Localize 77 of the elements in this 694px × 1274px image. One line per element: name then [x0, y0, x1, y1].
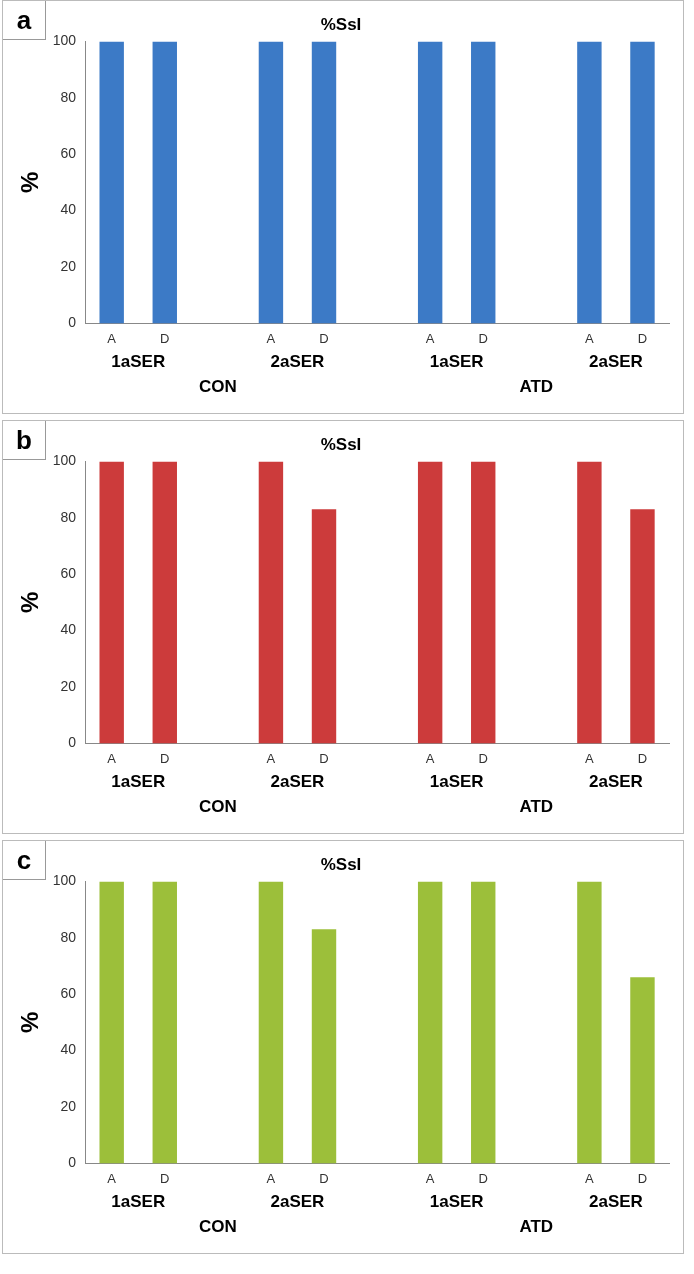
y-tick-label: 80	[60, 88, 77, 105]
y-tick-label: 60	[60, 985, 77, 1002]
y-axis-title: %	[16, 1011, 44, 1034]
x-tick-label: A	[585, 330, 595, 346]
y-tick-label: 40	[60, 1041, 77, 1058]
y-tick-label: 0	[68, 1154, 77, 1171]
text: ATD	[519, 796, 554, 816]
x-tick-label: D	[319, 330, 329, 346]
chart-title: %SsI	[320, 434, 362, 454]
y-tick-label: 0	[68, 314, 77, 331]
x-tick-label: A	[425, 1170, 435, 1186]
text: 2aSER	[588, 771, 643, 791]
bar	[152, 881, 177, 1164]
bar	[99, 881, 124, 1164]
y-tick-label: 60	[60, 145, 77, 162]
text: 2aSER	[270, 351, 325, 371]
text: a	[3, 1, 46, 40]
x-tick-label: D	[478, 1170, 488, 1186]
y-axis-title: %	[16, 171, 44, 194]
x-tick-label: A	[107, 1170, 117, 1186]
x-tick-label: D	[637, 1170, 648, 1186]
x-tick-label: A	[266, 330, 276, 346]
text: 1aSER	[111, 771, 166, 791]
x-tick-label: A	[107, 750, 117, 766]
text: ATD	[519, 1216, 554, 1236]
text: CON	[198, 796, 237, 816]
y-tick-label: 20	[60, 257, 77, 274]
x-tick-label: D	[319, 1170, 329, 1186]
text: b	[3, 421, 46, 460]
x-tick-label: A	[585, 1170, 595, 1186]
y-tick-label: 100	[52, 32, 77, 49]
bar	[311, 929, 337, 1164]
y-tick-label: 0	[68, 734, 77, 751]
x-tick-label: D	[160, 750, 170, 766]
text: ATD	[519, 376, 554, 396]
y-tick-label: 80	[60, 928, 77, 945]
y-axis-title: %	[16, 591, 44, 614]
x-tick-label: D	[160, 1170, 170, 1186]
x-tick-label: A	[585, 750, 595, 766]
y-tick-label: 100	[52, 872, 77, 889]
text: 2aSER	[270, 1191, 325, 1211]
y-tick-label: 60	[60, 565, 77, 582]
text: c	[3, 841, 46, 880]
y-tick-label: 40	[60, 201, 77, 218]
x-tick-label: D	[478, 330, 488, 346]
bar	[630, 977, 655, 1164]
y-tick-label: 20	[60, 1097, 77, 1114]
text: 2aSER	[588, 1191, 643, 1211]
text: 1aSER	[111, 351, 166, 371]
text: CON	[198, 1216, 237, 1236]
y-tick-label: 20	[60, 677, 77, 694]
x-tick-label: A	[107, 330, 117, 346]
text: 1aSER	[111, 1191, 166, 1211]
text: 1aSER	[429, 1191, 484, 1211]
x-tick-label: A	[266, 750, 276, 766]
bar	[471, 881, 496, 1164]
x-tick-label: D	[160, 330, 170, 346]
y-tick-label: 80	[60, 508, 77, 525]
x-tick-label: A	[425, 330, 435, 346]
y-tick-label: 40	[60, 621, 77, 638]
x-tick-label: A	[425, 750, 435, 766]
text: 2aSER	[270, 771, 325, 791]
chart-title: %SsI	[320, 14, 362, 34]
text: 2aSER	[588, 351, 643, 371]
x-tick-label: D	[637, 330, 648, 346]
x-tick-label: A	[266, 1170, 276, 1186]
bar	[577, 881, 602, 1164]
bar	[417, 881, 443, 1164]
bar	[258, 881, 284, 1164]
x-tick-label: D	[478, 750, 488, 766]
x-tick-label: D	[319, 750, 329, 766]
text: 1aSER	[429, 351, 484, 371]
x-tick-label: D	[637, 750, 648, 766]
text: 1aSER	[429, 771, 484, 791]
chart-title: %SsI	[320, 854, 362, 874]
y-tick-label: 100	[52, 452, 77, 469]
text: CON	[198, 376, 237, 396]
